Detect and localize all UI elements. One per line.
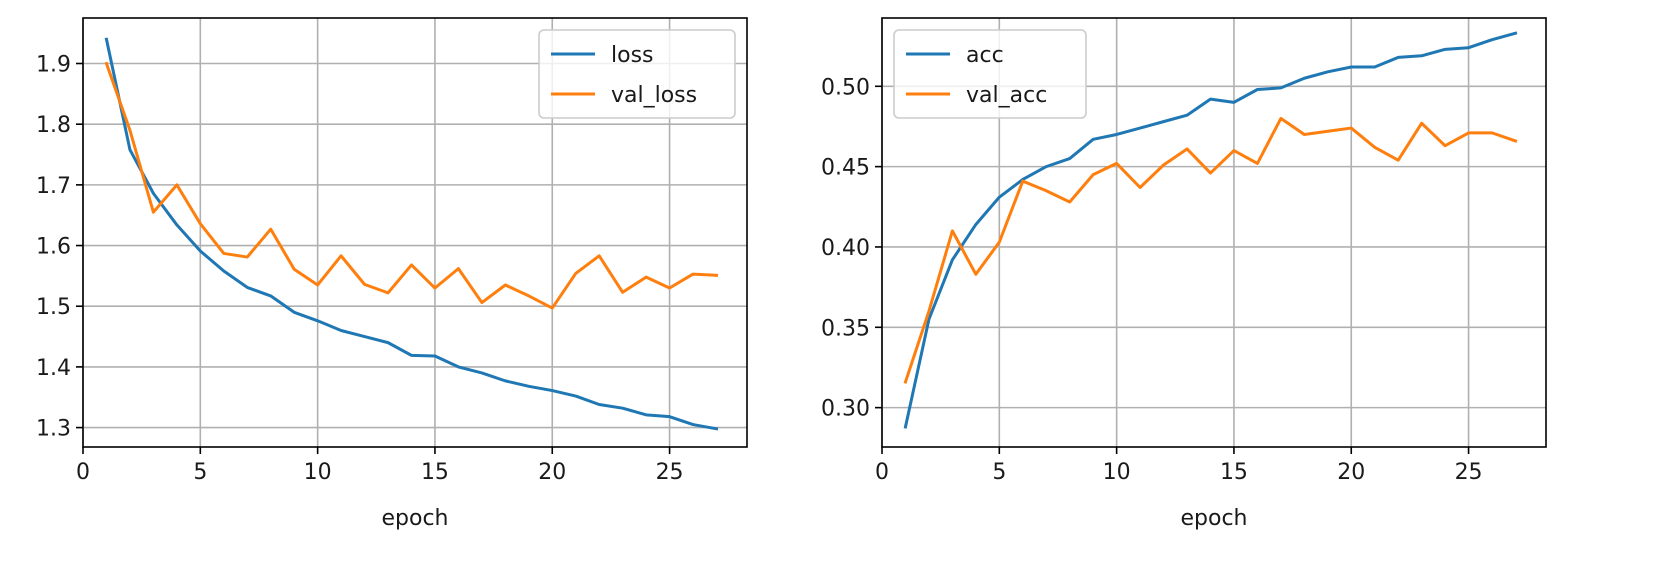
legend-label: val_loss xyxy=(611,83,697,108)
legend-label: acc xyxy=(966,43,1004,68)
axes-frame xyxy=(82,17,748,448)
x-tick-label: 25 xyxy=(1455,460,1483,485)
y-tick-label: 1.8 xyxy=(36,113,71,138)
x-axis-label: epoch xyxy=(1181,506,1248,531)
legend: loss val_loss xyxy=(538,29,736,119)
x-tick-label: 0 xyxy=(875,460,889,485)
y-tick-label: 1.4 xyxy=(36,356,71,381)
accuracy-chart: 0 5 10 15 20 25 0.30 0.35 0.40 0.45 0.50 epoch acc va… xyxy=(821,17,1547,531)
x-tick-label: 10 xyxy=(304,460,332,485)
legend-label: val_acc xyxy=(966,83,1047,108)
series-line-val-acc xyxy=(903,116,1518,384)
y-tick-label: 1.9 xyxy=(36,53,71,78)
y-tick-label: 0.45 xyxy=(821,156,870,181)
legend: acc val_acc xyxy=(893,29,1087,119)
x-tick-label: 0 xyxy=(76,460,90,485)
y-tick-label: 1.5 xyxy=(36,295,71,320)
x-tick-label: 15 xyxy=(421,460,449,485)
series-line-acc xyxy=(903,31,1518,429)
y-tick-label: 1.7 xyxy=(36,174,71,199)
x-tick-label: 20 xyxy=(1337,460,1365,485)
x-tick-label: 25 xyxy=(656,460,684,485)
x-tick-label: 15 xyxy=(1220,460,1248,485)
y-tick-label: 1.3 xyxy=(36,417,71,442)
y-tick-label: 1.6 xyxy=(36,235,71,260)
x-tick-label: 10 xyxy=(1103,460,1131,485)
x-tick-label: 5 xyxy=(193,460,207,485)
x-axis-label: epoch xyxy=(382,506,449,531)
y-tick-label: 0.30 xyxy=(821,397,870,422)
series-line-val-loss xyxy=(104,61,719,310)
series-line-loss xyxy=(104,37,719,431)
x-tick-label: 20 xyxy=(538,460,566,485)
legend-box xyxy=(893,29,1087,119)
x-tick-label: 5 xyxy=(992,460,1006,485)
legend-label: loss xyxy=(611,43,654,68)
y-tick-label: 0.35 xyxy=(821,316,870,341)
y-tick-label: 0.50 xyxy=(821,75,870,100)
loss-chart: 0 5 10 15 20 25 1.3 1.4 1.5 1.6 1.7 1.8 1.9 epoch loss… xyxy=(36,17,748,531)
axes-frame xyxy=(881,17,1547,448)
legend-box xyxy=(538,29,736,119)
y-tick-label: 0.40 xyxy=(821,236,870,261)
